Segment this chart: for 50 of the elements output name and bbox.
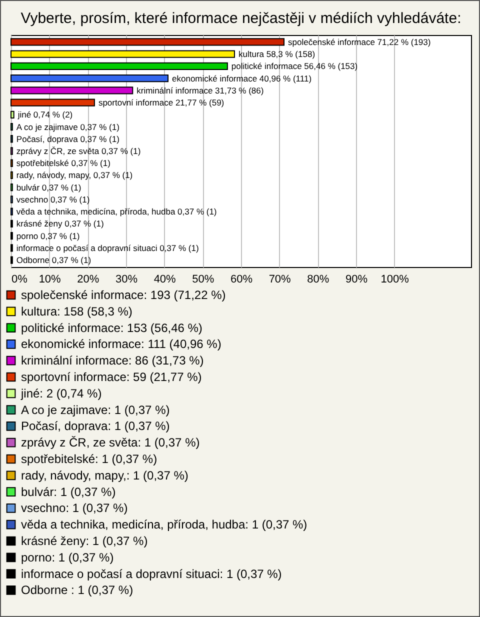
x-tick-label: 50% xyxy=(192,274,214,286)
data-label: zprávy z ČR, ze světa 0,37 % (1) xyxy=(16,146,141,156)
legend-label: krásné ženy: 1 (0,37 %) xyxy=(21,534,148,548)
data-label: ekonomické informace 40,96 % (111) xyxy=(172,73,312,84)
legend-label: Počasí, doprava: 1 (0,37 %) xyxy=(21,419,170,434)
chart-title: Vyberte, prosím, které informace nejčastěji v médiích vyhledáváte: xyxy=(20,10,462,27)
legend-label: informace o počasí a dopravní situaci: 1 (0,37 %) xyxy=(21,566,282,581)
x-tick-label: 80% xyxy=(307,274,330,286)
legend-label: ekonomické informace: 111 (40,96 %) xyxy=(21,337,222,352)
data-label: krásné ženy 0,37 % (1) xyxy=(16,218,104,229)
data-label: vsechno 0,37 % (1) xyxy=(16,194,90,204)
data-label: věda a technika, medicína, příroda, hudba 0,37 % (1) xyxy=(16,206,217,217)
legend-label: Odborne : 1 (0,37 %) xyxy=(21,583,134,598)
legend-label: věda a technika, medicína, příroda, hudba: 1 (0,37 %) xyxy=(21,518,308,532)
data-label: spotřebitelské 0,37 % (1) xyxy=(16,158,111,168)
x-tick-label: 10% xyxy=(38,274,62,286)
legend-label: porno: 1 (0,37 %) xyxy=(21,550,114,564)
legend-label: jiné: 2 (0,74 %) xyxy=(20,386,102,400)
x-tick-label: 100% xyxy=(380,274,410,286)
data-label: porno 0,37 % (1) xyxy=(16,230,80,241)
legend-label: kriminální informace: 86 (31,73 %) xyxy=(21,354,204,368)
legend-label: politické informace: 153 (56,46 %) xyxy=(21,320,202,335)
legend-label: spotřebitelské: 1 (0,37 %) xyxy=(21,452,158,466)
data-label: A co je zajimave 0,37 % (1) xyxy=(16,122,120,132)
legend-label: bulvár: 1 (0,37 %) xyxy=(21,484,116,499)
x-tick-label: 30% xyxy=(115,274,138,286)
data-label: sportovní informace 21,77 % (59) xyxy=(98,98,224,108)
legend-label: zprávy z ČR, ze světa: 1 (0,37 %) xyxy=(21,436,200,450)
data-label: kultura 58,3 % (158) xyxy=(238,49,316,60)
data-label: jiné 0,74 % (2) xyxy=(16,110,73,120)
data-label: politické informace 56,46 % (153) xyxy=(231,61,358,72)
legend-label: rady, návody, mapy,: 1 (0,37 %) xyxy=(21,468,188,482)
x-tick-label: 20% xyxy=(77,274,100,286)
data-label: kriminální informace 31,73 % (86) xyxy=(136,85,264,96)
data-label: rady, návody, mapy, 0,37 % (1) xyxy=(16,170,133,180)
legend-label: vsechno: 1 (0,37 %) xyxy=(21,501,128,516)
legend-label: kultura: 158 (58,3 %) xyxy=(21,304,132,318)
legend-label: společenské informace: 193 (71,22 %) xyxy=(21,288,226,302)
legend-label: A co je zajimave: 1 (0,37 %) xyxy=(21,402,170,417)
data-label: společenské informace 71,22 % (193) xyxy=(288,36,431,47)
x-tick-label: 40% xyxy=(154,274,176,286)
data-label: bulvár 0,37 % (1) xyxy=(16,182,82,192)
x-tick-label: 90% xyxy=(345,274,368,286)
data-label: informace o počasí a dopravní situaci 0,37 % (1) xyxy=(16,242,199,253)
x-tick-label: 60% xyxy=(230,274,253,286)
data-label: Odborne 0,37 % (1) xyxy=(16,255,92,266)
data-label: Počasí, doprava 0,37 % (1) xyxy=(16,134,120,144)
x-tick-label: 0% xyxy=(12,274,28,286)
x-tick-label: 70% xyxy=(268,274,292,286)
legend-label: sportovní informace: 59 (21,77 %) xyxy=(21,370,202,384)
